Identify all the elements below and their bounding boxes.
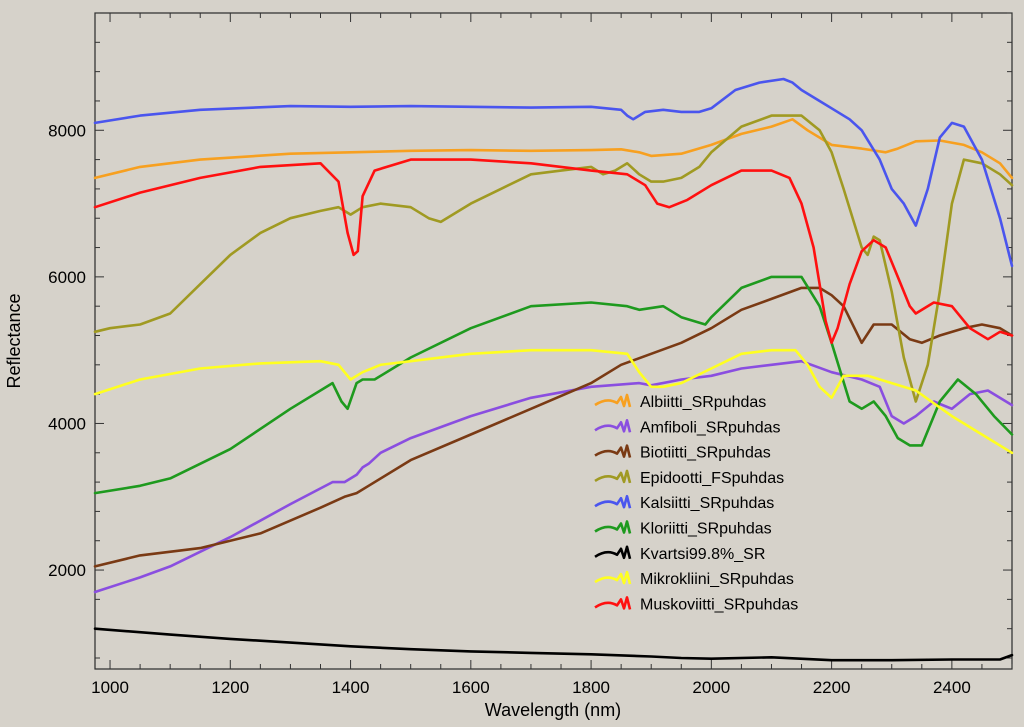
- y-tick-label: 8000: [48, 121, 86, 140]
- x-tick-label: 2000: [692, 678, 730, 697]
- legend-swatch-8: [594, 570, 632, 585]
- plot-background: [94, 12, 1013, 670]
- legend-swatch-9: [594, 596, 632, 610]
- y-tick-label: 4000: [48, 414, 86, 433]
- legend-label-4: Epidootti_FSpuhdas: [640, 470, 784, 487]
- series-line-9: [93, 158, 1014, 345]
- axis-tick-labels: 1000 1200 1400 1600 1800 2000 2200 2400 2000 4000…: [48, 121, 971, 697]
- legend: Albiitti_SRpuhdas Amfiboli_SRpuhdas Biotii…: [594, 393, 798, 613]
- legend-label-5: Kalsiitti_SRpuhdas: [640, 495, 774, 512]
- series-line-3: [93, 286, 1014, 568]
- legend-swatch-3: [594, 444, 632, 458]
- y-axis-title: Reflectance: [4, 293, 24, 388]
- x-tick-label: 1200: [211, 678, 249, 697]
- legend-swatch-6: [594, 520, 632, 534]
- x-tick-label: 2400: [933, 678, 971, 697]
- series-line-5: [93, 77, 1014, 268]
- axis-ticks: [95, 12, 1013, 669]
- series-line-8: [93, 348, 1014, 455]
- x-tick-label: 1600: [452, 678, 490, 697]
- legend-swatch-7: [594, 545, 632, 560]
- legend-label-1: Albiitti_SRpuhdas: [640, 394, 766, 411]
- x-tick-label: 1400: [332, 678, 370, 697]
- series-line-7: [93, 627, 1014, 662]
- series-lines: [93, 77, 1014, 662]
- x-axis-title: Wavelength (nm): [485, 700, 621, 720]
- legend-label-8: Mikrokliini_SRpuhdas: [640, 571, 794, 588]
- legend-label-2: Amfiboli_SRpuhdas: [640, 419, 781, 436]
- y-tick-label: 6000: [48, 268, 86, 287]
- legend-swatch-5: [594, 494, 632, 509]
- y-tick-label: 2000: [48, 561, 86, 580]
- legend-label-7: Kvartsi99.8%_SR: [640, 546, 765, 563]
- legend-swatch-2: [594, 419, 632, 433]
- legend-swatch-1: [594, 393, 632, 408]
- legend-label-9: Muskoviitti_SRpuhdas: [640, 596, 798, 613]
- x-tick-label: 2200: [813, 678, 851, 697]
- x-tick-label: 1800: [572, 678, 610, 697]
- series-line-6: [93, 275, 1014, 495]
- series-line-4: [93, 114, 1014, 403]
- legend-label-6: Kloriitti_SRpuhdas: [640, 521, 772, 538]
- x-tick-label: 1000: [91, 678, 129, 697]
- legend-label-3: Biotiitti_SRpuhdas: [640, 445, 771, 462]
- legend-swatch-4: [594, 469, 632, 484]
